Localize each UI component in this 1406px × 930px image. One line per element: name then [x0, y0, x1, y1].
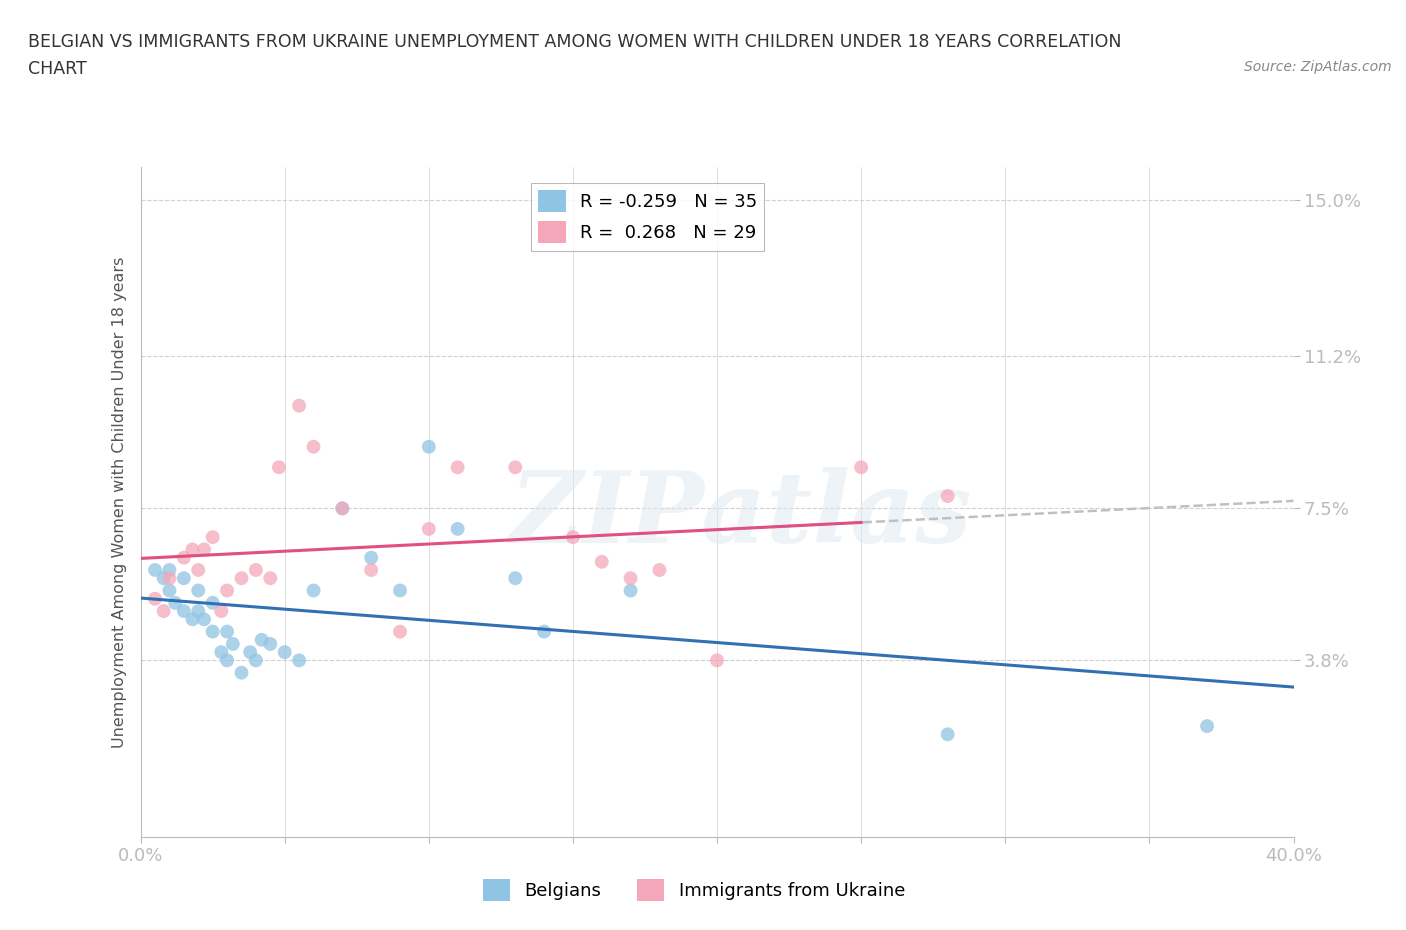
Point: [533, 624, 555, 639]
Text: BELGIAN VS IMMIGRANTS FROM UKRAINE UNEMPLOYMENT AMONG WOMEN WITH CHILDREN UNDER : BELGIAN VS IMMIGRANTS FROM UKRAINE UNEMP…: [28, 33, 1122, 50]
Point: [165, 595, 187, 610]
Point: [231, 571, 253, 586]
Text: CHART: CHART: [28, 60, 87, 78]
Point: [201, 595, 224, 610]
Point: [418, 439, 440, 454]
Point: [173, 551, 195, 565]
Point: [418, 522, 440, 537]
Point: [388, 624, 411, 639]
Point: [250, 632, 273, 647]
Point: [302, 439, 325, 454]
Point: [143, 563, 166, 578]
Point: [259, 571, 281, 586]
Point: [503, 571, 526, 586]
Point: [187, 563, 209, 578]
Point: [503, 459, 526, 474]
Point: [267, 459, 290, 474]
Point: [288, 398, 311, 413]
Point: [143, 591, 166, 606]
Point: [1195, 719, 1218, 734]
Point: [591, 554, 613, 569]
Point: [619, 571, 641, 586]
Legend: Belgians, Immigrants from Ukraine: Belgians, Immigrants from Ukraine: [475, 871, 912, 909]
Point: [360, 563, 382, 578]
Point: [159, 563, 180, 578]
Point: [288, 653, 311, 668]
Point: [648, 563, 671, 578]
Point: [447, 459, 470, 474]
Point: [239, 644, 262, 659]
Point: [231, 665, 253, 680]
Point: [209, 644, 232, 659]
Point: [217, 583, 239, 598]
Text: ZIPatlas: ZIPatlas: [509, 468, 972, 564]
Point: [360, 551, 382, 565]
Text: Source: ZipAtlas.com: Source: ZipAtlas.com: [1244, 60, 1392, 74]
Point: [849, 459, 872, 474]
Point: [245, 653, 267, 668]
Point: [388, 583, 411, 598]
Point: [245, 563, 267, 578]
Point: [447, 522, 470, 537]
Point: [159, 571, 180, 586]
Point: [173, 571, 195, 586]
Point: [259, 636, 281, 651]
Point: [936, 727, 959, 742]
Point: [936, 488, 959, 503]
Point: [181, 542, 204, 557]
Point: [159, 583, 180, 598]
Point: [619, 583, 641, 598]
Point: [222, 636, 245, 651]
Point: [332, 501, 354, 516]
Point: [193, 542, 215, 557]
Point: [201, 624, 224, 639]
Point: [562, 530, 585, 545]
Y-axis label: Unemployment Among Women with Children Under 18 years: Unemployment Among Women with Children U…: [111, 257, 127, 748]
Point: [201, 530, 224, 545]
Point: [152, 604, 174, 618]
Point: [187, 604, 209, 618]
Point: [217, 653, 239, 668]
Point: [209, 604, 232, 618]
Point: [152, 571, 174, 586]
Point: [217, 624, 239, 639]
Point: [332, 501, 354, 516]
Point: [187, 583, 209, 598]
Point: [302, 583, 325, 598]
Point: [173, 604, 195, 618]
Point: [193, 612, 215, 627]
Point: [181, 612, 204, 627]
Point: [274, 644, 297, 659]
Point: [706, 653, 728, 668]
